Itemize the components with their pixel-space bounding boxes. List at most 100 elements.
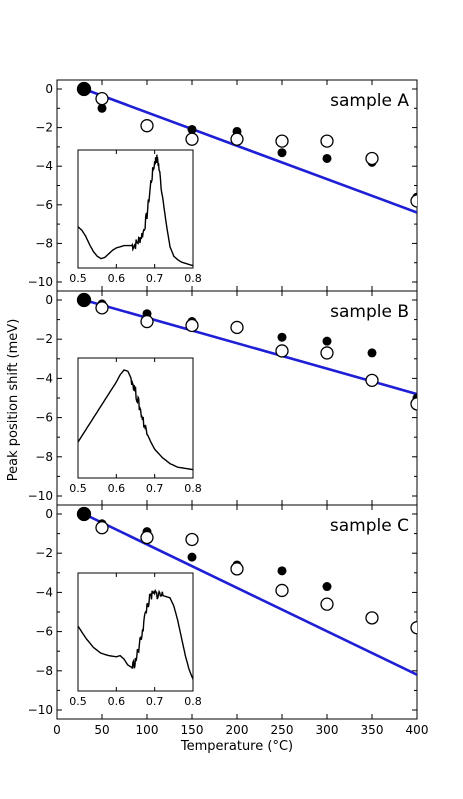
- inset-x-tick-label: 0.8: [184, 695, 202, 708]
- open-marker: [95, 521, 109, 535]
- y-tick-label: −10: [28, 489, 53, 503]
- inset-frame: [77, 572, 194, 692]
- inset-frame: [77, 149, 194, 269]
- y-tick-label: −2: [35, 332, 53, 346]
- panel-1: 0 −2 −4 −6 −8 −10 sample A 0.5 0.6 0.7 0.8: [28, 79, 418, 292]
- inset-x-tick-label: 0.5: [69, 695, 87, 708]
- x-tick-label: 150: [181, 723, 204, 737]
- panel-label: sample C: [330, 516, 409, 536]
- y-tick-label: −10: [28, 275, 53, 289]
- plot-area: [76, 292, 417, 411]
- open-marker: [320, 597, 334, 611]
- inset-x-tick-label: 0.6: [108, 272, 126, 285]
- filled-marker: [97, 103, 107, 113]
- inset-frame: [77, 357, 194, 479]
- filled-marker: [277, 332, 287, 342]
- x-tick-label: 50: [94, 723, 109, 737]
- open-marker: [320, 346, 334, 360]
- fit-line: [83, 298, 417, 396]
- inset-curve: [77, 154, 194, 267]
- fit-line: [83, 87, 417, 214]
- filled-marker: [367, 348, 377, 358]
- filled-marker: [277, 148, 287, 158]
- plot-area: [76, 81, 417, 214]
- open-marker: [275, 344, 289, 358]
- open-marker: [76, 81, 92, 97]
- x-tick-label: 0: [53, 723, 61, 737]
- y-tick-label: −8: [35, 236, 53, 250]
- open-marker: [185, 132, 199, 146]
- inset-curve: [77, 588, 194, 680]
- inset-x-tick-label: 0.6: [108, 695, 126, 708]
- x-tick-label: 400: [406, 723, 429, 737]
- inset-x-tick-label: 0.5: [69, 272, 87, 285]
- open-marker: [320, 134, 334, 148]
- x-tick-label: 200: [226, 723, 249, 737]
- y-tick-label: 0: [45, 293, 53, 307]
- y-tick-label: −4: [35, 585, 53, 599]
- open-marker: [365, 611, 379, 625]
- y-tick-label: −2: [35, 546, 53, 560]
- x-tick-label: 300: [316, 723, 339, 737]
- open-marker: [95, 92, 109, 106]
- y-tick-label: −6: [35, 625, 53, 639]
- x-tick-label: 350: [361, 723, 384, 737]
- open-marker: [275, 583, 289, 598]
- filled-marker: [187, 552, 197, 562]
- x-tick-label: 100: [136, 723, 159, 737]
- open-marker: [410, 194, 417, 208]
- inset-x-tick-label: 0.7: [146, 272, 164, 285]
- open-marker: [230, 132, 244, 146]
- y-tick-label: −8: [35, 664, 53, 678]
- open-marker: [95, 301, 109, 315]
- panel-label: sample A: [330, 91, 409, 111]
- y-tick-label: 0: [45, 82, 53, 96]
- x-tick-label: 250: [271, 723, 294, 737]
- fit-line: [83, 512, 417, 676]
- panel-3: 0−2−4−6−8−100 50 100 150 200 250 300 350 400samp…: [28, 504, 429, 737]
- open-marker: [410, 397, 417, 411]
- inset-x-tick-label: 0.7: [146, 482, 164, 495]
- open-marker: [140, 530, 154, 545]
- open-marker: [140, 314, 154, 329]
- y-tick-label: −6: [35, 198, 53, 212]
- inset-curve: [77, 369, 194, 471]
- open-marker: [365, 151, 379, 166]
- open-marker: [275, 134, 289, 148]
- y-tick-label: −10: [28, 703, 53, 717]
- open-marker: [185, 532, 199, 547]
- filled-marker: [322, 582, 332, 592]
- open-marker: [185, 318, 199, 333]
- open-marker: [76, 506, 92, 522]
- inset-x-tick-label: 0.5: [69, 482, 87, 495]
- x-axis-title: Temperature (°C): [180, 739, 293, 754]
- filled-marker: [322, 336, 332, 346]
- panel-label: sample B: [330, 302, 409, 322]
- inset-3: 0.5 0.6 0.7 0.8: [69, 572, 202, 708]
- inset-x-tick-label: 0.6: [108, 482, 126, 495]
- y-tick-label: −8: [35, 450, 53, 464]
- panel-2: 0 −2 −4 −6 −8 −10 sample B 0.5 0.6 0.7 0.8: [28, 290, 418, 506]
- inset-x-tick-label: 0.8: [184, 272, 202, 285]
- filled-marker: [187, 125, 197, 135]
- y-axis-title: Peak position shift (meV): [6, 319, 21, 482]
- inset-2: 0.5 0.6 0.7 0.8: [69, 357, 202, 495]
- open-marker: [410, 621, 417, 635]
- open-marker: [76, 292, 92, 308]
- filled-marker: [322, 153, 332, 163]
- open-marker: [230, 562, 244, 576]
- open-marker: [140, 119, 154, 133]
- y-tick-label: −4: [35, 159, 53, 173]
- filled-marker: [277, 566, 287, 576]
- y-tick-label: −2: [35, 121, 53, 135]
- open-marker: [230, 320, 244, 335]
- plot-area: [76, 506, 417, 676]
- inset-x-tick-label: 0.7: [146, 695, 164, 708]
- inset-1: 0.5 0.6 0.7 0.8: [69, 149, 202, 285]
- y-tick-label: 0: [45, 507, 53, 521]
- y-tick-label: −6: [35, 411, 53, 425]
- open-marker: [365, 373, 379, 388]
- y-tick-label: −4: [35, 371, 53, 385]
- inset-x-tick-label: 0.8: [184, 482, 202, 495]
